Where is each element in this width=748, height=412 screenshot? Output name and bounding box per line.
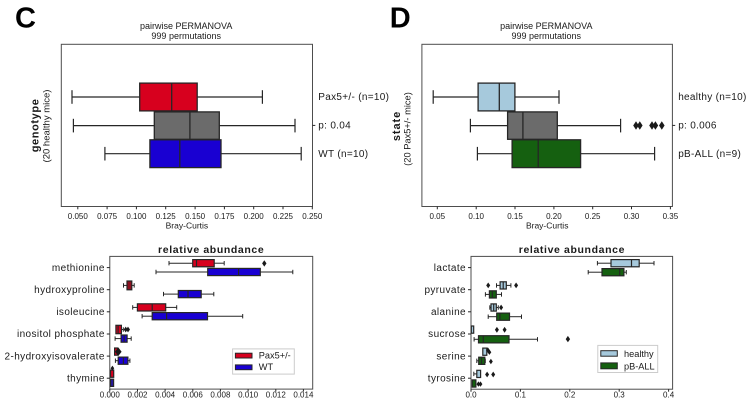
- svg-text:relative abundance: relative abundance: [158, 244, 264, 256]
- svg-text:hydroxyproline: hydroxyproline: [34, 285, 105, 296]
- svg-text:0.2: 0.2: [564, 390, 576, 399]
- svg-text:0.002: 0.002: [127, 390, 148, 399]
- svg-text:healthy (n=10): healthy (n=10): [678, 92, 746, 103]
- svg-text:state: state: [391, 111, 403, 141]
- svg-text:thymine: thymine: [67, 373, 105, 384]
- svg-text:0.012: 0.012: [266, 390, 287, 399]
- svg-text:0.35: 0.35: [663, 212, 679, 221]
- svg-text:0.20: 0.20: [546, 212, 562, 221]
- svg-text:alanine: alanine: [431, 307, 466, 318]
- svg-text:genotype: genotype: [30, 99, 42, 153]
- svg-text:inositol phosphate: inositol phosphate: [17, 329, 105, 340]
- svg-text:2-hydroxyisovalerate: 2-hydroxyisovalerate: [5, 351, 105, 362]
- svg-text:relative abundance: relative abundance: [519, 244, 625, 256]
- svg-text:0.250: 0.250: [302, 212, 323, 221]
- svg-text:0.010: 0.010: [238, 390, 259, 399]
- svg-text:999 permutations: 999 permutations: [512, 31, 582, 41]
- svg-text:pyruvate: pyruvate: [424, 285, 466, 296]
- svg-text:WT (n=10): WT (n=10): [318, 149, 368, 160]
- svg-text:D: D: [390, 3, 411, 35]
- svg-text:isoleucine: isoleucine: [56, 307, 105, 318]
- svg-text:lactate: lactate: [434, 263, 466, 274]
- svg-text:0.225: 0.225: [273, 212, 294, 221]
- svg-text:pairwise PERMANOVA: pairwise PERMANOVA: [140, 21, 232, 31]
- svg-text:Bray-Curtis: Bray-Curtis: [526, 220, 569, 230]
- svg-text:C: C: [15, 3, 36, 35]
- svg-text:0.006: 0.006: [183, 390, 204, 399]
- svg-text:(20 Pax5+/- mice): (20 Pax5+/- mice): [403, 92, 413, 166]
- svg-text:(20 healthy mice): (20 healthy mice): [42, 90, 53, 163]
- svg-text:sucrose: sucrose: [428, 329, 466, 340]
- svg-text:pB-ALL (n=9): pB-ALL (n=9): [678, 149, 741, 160]
- svg-text:Pax5+/- (n=10): Pax5+/- (n=10): [318, 92, 389, 103]
- svg-text:0.1: 0.1: [515, 390, 527, 399]
- svg-text:0.30: 0.30: [624, 212, 640, 221]
- svg-text:0.15: 0.15: [507, 212, 523, 221]
- svg-text:WT: WT: [259, 362, 274, 372]
- svg-text:0.125: 0.125: [156, 212, 177, 221]
- svg-text:0.004: 0.004: [155, 390, 176, 399]
- svg-text:0.3: 0.3: [614, 390, 626, 399]
- svg-text:p: 0.006: p: 0.006: [678, 121, 717, 132]
- svg-text:0.075: 0.075: [97, 212, 118, 221]
- svg-text:methionine: methionine: [52, 263, 105, 274]
- svg-text:0.05: 0.05: [430, 212, 446, 221]
- svg-text:0.014: 0.014: [293, 390, 314, 399]
- svg-text:pairwise PERMANOVA: pairwise PERMANOVA: [500, 21, 592, 31]
- svg-text:0.4: 0.4: [663, 390, 675, 399]
- svg-text:0.150: 0.150: [185, 212, 206, 221]
- svg-text:healthy: healthy: [624, 349, 654, 359]
- svg-text:tyrosine: tyrosine: [428, 373, 466, 384]
- svg-text:Bray-Curtis: Bray-Curtis: [166, 220, 209, 230]
- svg-text:0.200: 0.200: [244, 212, 265, 221]
- svg-text:0.25: 0.25: [585, 212, 601, 221]
- svg-text:0.008: 0.008: [210, 390, 231, 399]
- svg-text:serine: serine: [436, 351, 466, 362]
- svg-text:0.050: 0.050: [68, 212, 89, 221]
- svg-text:0.000: 0.000: [100, 390, 121, 399]
- svg-text:p: 0.04: p: 0.04: [318, 121, 351, 132]
- svg-text:0.0: 0.0: [465, 390, 477, 399]
- svg-text:Pax5+/-: Pax5+/-: [259, 350, 291, 360]
- svg-text:0.10: 0.10: [468, 212, 484, 221]
- svg-text:999 permutations: 999 permutations: [151, 31, 221, 41]
- svg-text:pB-ALL: pB-ALL: [624, 361, 655, 371]
- svg-text:0.100: 0.100: [126, 212, 147, 221]
- svg-text:0.175: 0.175: [214, 212, 235, 221]
